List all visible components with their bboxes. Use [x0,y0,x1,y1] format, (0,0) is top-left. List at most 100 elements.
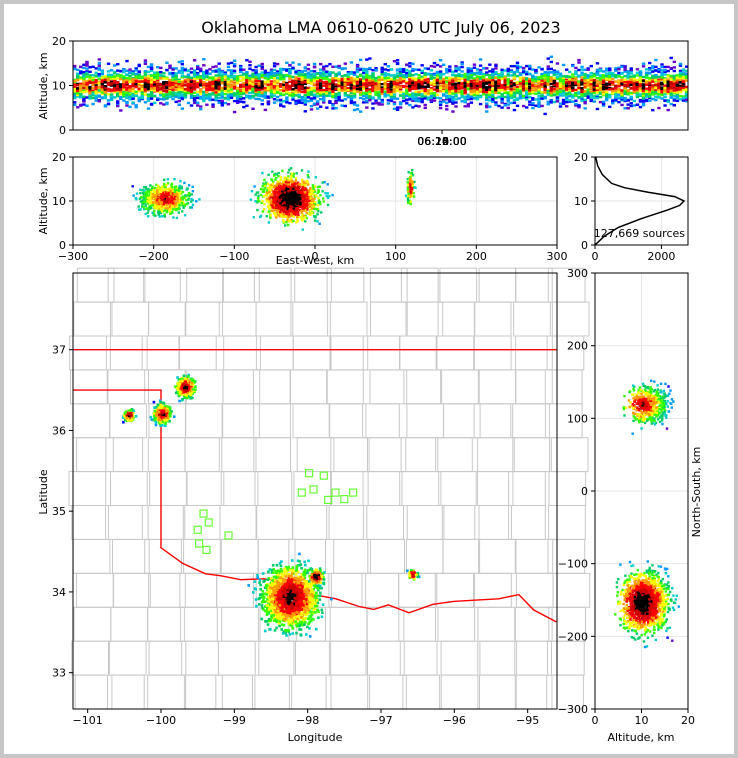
density-cell [315,83,320,86]
density-cell [251,90,255,94]
density-cell [580,89,584,92]
density-cell [260,74,264,78]
density-cell [546,76,550,79]
density-cell [374,68,378,72]
density-cell [598,80,603,84]
density-cell [319,97,323,101]
density-cell [604,67,609,70]
density-cell [362,82,366,85]
density-cell [260,84,264,87]
density-cell [88,81,92,84]
density-cell [211,85,215,88]
density-cell [251,80,255,83]
density-cell [146,77,151,81]
density-cell [657,83,661,86]
density-cell [604,77,609,80]
density-cell [460,94,464,97]
density-cell [239,100,243,103]
density-cell [478,72,483,76]
density-cell [580,71,584,74]
density-cell [617,93,621,96]
density-cell [205,97,209,100]
density-cell [245,85,249,89]
density-cell [417,73,421,77]
density-cell [506,72,510,75]
density-cell [79,96,83,99]
density-cell [328,85,332,88]
density-cell [531,76,535,80]
density-cell [192,77,197,81]
density-cell [398,106,403,109]
density-cell [598,84,603,87]
density-cell [109,84,114,87]
density-cell [125,59,129,63]
density-cell [402,80,406,83]
density-cell [306,81,311,84]
density-cell [285,61,289,65]
density-cell [208,72,212,75]
density-cell [395,81,400,85]
density-cell [577,58,581,62]
density-cell [257,81,261,85]
density-cell [500,85,504,89]
density-cell [325,92,329,95]
density-cell [657,80,661,83]
density-cell [395,85,400,88]
density-cell [294,84,298,87]
density-cell [217,99,221,103]
density-cell [488,99,492,102]
density-cell [85,71,89,75]
density-cell [549,99,554,102]
density-cell [368,96,372,99]
density-cell [469,93,474,97]
density-cell [392,107,397,110]
density-cell [395,106,400,109]
density-cell [325,90,329,94]
density-cell [623,66,627,69]
density-cell [125,94,129,97]
density-cell [595,88,600,91]
density-cell [583,102,587,105]
density-cell [451,87,455,90]
density-cell [205,75,209,79]
density-cell [358,96,363,100]
density-cell [632,79,637,83]
density-cell [374,80,378,84]
density-cell [260,82,264,85]
density-cell [162,94,166,97]
density-cell [432,95,437,98]
density-cell [91,78,95,82]
density-cell [186,88,191,91]
density-cell [220,104,224,107]
density-cell [448,81,452,84]
density-cell [232,62,237,66]
density-cell [112,91,117,94]
density-cell [165,77,169,80]
density-cell [103,78,108,82]
density-cell [651,70,655,73]
density-cell [481,82,486,85]
density-cell [598,100,603,104]
density-cell [454,92,458,95]
density-cell [119,88,123,91]
density-cell [478,77,483,80]
density-cell [82,90,86,94]
density-cell [448,69,452,73]
density-cell [186,69,191,73]
density-cell [478,94,483,98]
density-cell [189,71,194,74]
density-cell [245,78,249,82]
density-cell [651,97,655,101]
density-cell [365,87,369,90]
density-cell [76,72,80,75]
density-cell [503,78,507,81]
density-cell [549,93,554,97]
density-cell [248,87,252,90]
density-cell [435,82,440,85]
density-cell [297,88,301,92]
density-cell [580,68,584,71]
density-cell [152,81,157,84]
density-cell [531,89,535,92]
density-cell [386,102,391,105]
density-cell [349,83,354,87]
